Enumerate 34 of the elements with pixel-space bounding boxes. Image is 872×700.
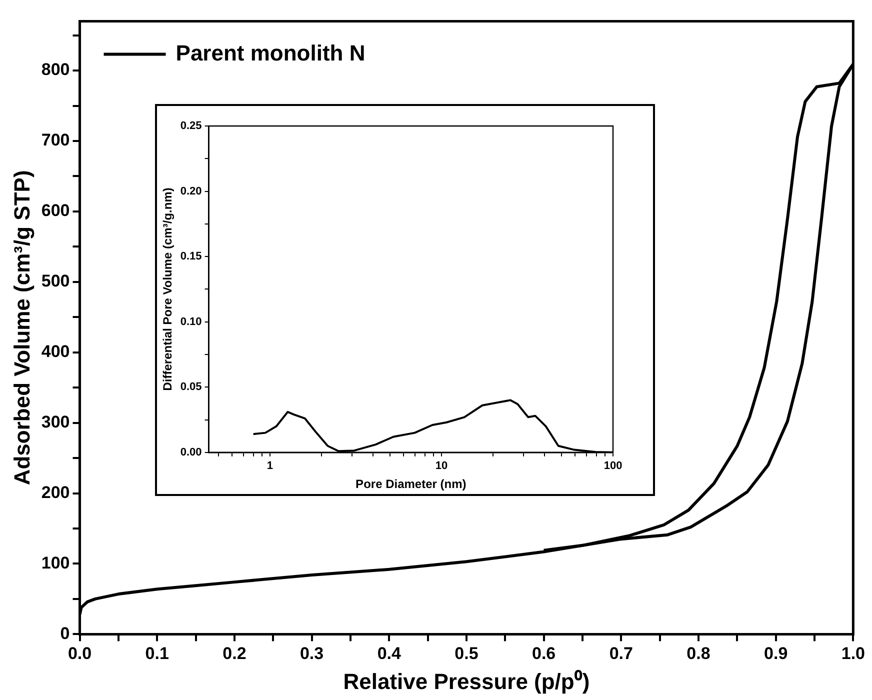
y-tick-label: 800 [41, 60, 70, 80]
y-tick-label: 0 [60, 624, 70, 643]
y-tick-label: 0.10 [180, 316, 202, 328]
y-tick-label: 0.05 [180, 381, 202, 394]
y-axis-title: Differential Pore Volume (cm³/g.nm) [160, 188, 175, 391]
x-tick-label: 0.7 [609, 644, 633, 664]
y-tick-label: 600 [41, 201, 70, 220]
x-tick-label: 0.1 [145, 644, 169, 664]
x-axis-title: Pore Diameter (nm) [356, 477, 466, 492]
x-tick-label: 100 [604, 460, 622, 472]
x-tick-label: 0.8 [686, 644, 710, 664]
y-tick-label: 0.20 [180, 185, 202, 198]
x-tick-label: 0.0 [68, 644, 92, 664]
legend-label: Parent monolith N [176, 40, 366, 66]
x-tick-label: 0.5 [454, 644, 478, 664]
y-tick-label: 200 [41, 482, 70, 502]
y-tick-label: 700 [41, 130, 70, 150]
y-tick-label: 0.00 [180, 446, 202, 458]
x-tick-label: 0.3 [300, 644, 324, 664]
y-tick-label: 100 [41, 553, 70, 572]
x-tick-label: 0.4 [377, 644, 402, 664]
x-tick-label: 1 [266, 460, 274, 472]
y-axis-title: Adsorbed Volume (cm³/g STP) [9, 170, 34, 486]
y-tick-label: 300 [41, 412, 70, 432]
x-tick-label: 0.2 [222, 644, 246, 664]
y-tick-label: 400 [41, 342, 70, 362]
x-tick-label: 10 [435, 460, 448, 472]
x-tick-label: 0.6 [532, 644, 556, 664]
x-axis-title: Relative Pressure (p/p⁰) [343, 668, 590, 694]
y-tick-label: 500 [41, 272, 70, 291]
y-tick-label: 0.15 [180, 250, 202, 263]
y-tick-label: 0.25 [180, 120, 202, 132]
x-tick-label: 0.9 [764, 644, 788, 664]
x-tick-label: 1.0 [841, 644, 866, 664]
